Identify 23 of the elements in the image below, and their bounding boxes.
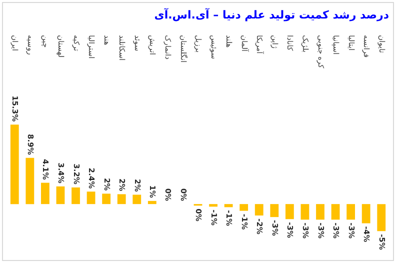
bar xyxy=(86,192,96,204)
bar xyxy=(270,204,279,218)
bar xyxy=(377,204,386,232)
chart-title: درصد رشد کمیت تولید علم دنیا – آی.اس.آی xyxy=(154,7,390,22)
bar xyxy=(362,204,370,224)
bar xyxy=(285,204,294,220)
bar xyxy=(56,186,65,204)
bar xyxy=(346,204,355,220)
bar xyxy=(41,182,50,204)
bar xyxy=(132,194,142,204)
bar xyxy=(316,204,324,220)
bar xyxy=(102,194,111,204)
bar xyxy=(240,204,248,211)
bar xyxy=(331,204,340,220)
bar xyxy=(10,124,19,204)
bar xyxy=(209,204,218,207)
bar xyxy=(224,204,233,208)
bar xyxy=(72,187,80,204)
bar xyxy=(148,200,156,204)
bar xyxy=(117,194,126,204)
bar xyxy=(300,204,310,220)
bar xyxy=(254,204,264,216)
bar xyxy=(26,158,34,204)
